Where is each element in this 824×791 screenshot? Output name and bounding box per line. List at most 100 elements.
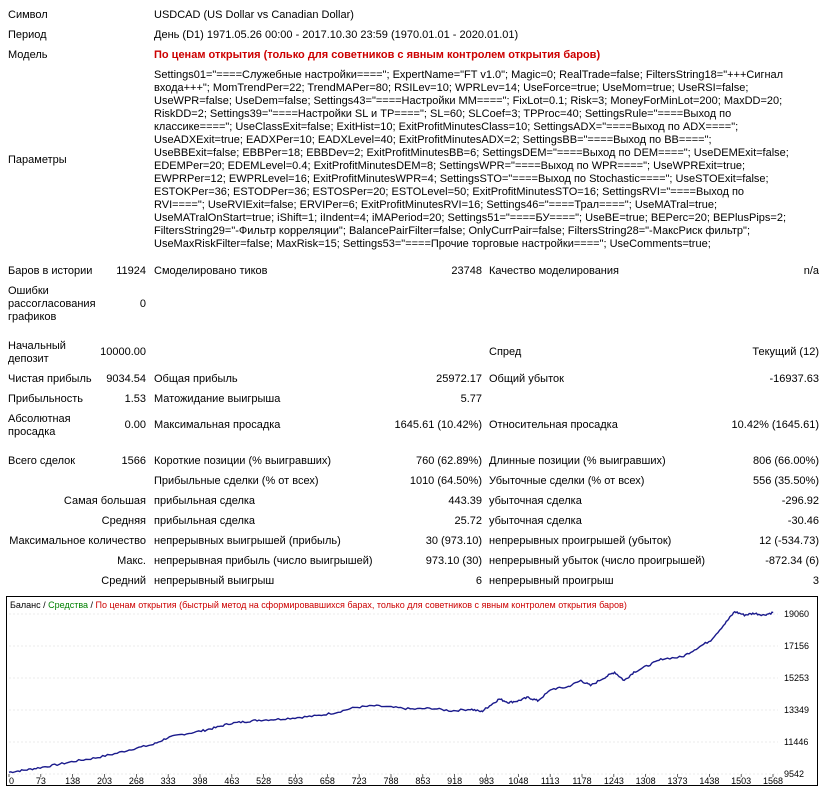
short-positions-value: 760 (62.89%) — [415, 455, 482, 467]
largest-loss-label: убыточная сделка — [489, 495, 582, 507]
balance-line — [8, 610, 774, 774]
maximal-label: Макс. — [117, 555, 146, 567]
y-tick-label: 19060 — [784, 609, 809, 619]
x-tick-label: 1373 — [667, 776, 687, 786]
average-consecutive-label: Средний — [101, 575, 146, 587]
legend-separator: / — [88, 600, 96, 610]
deposit-label-line1: Начальный — [8, 340, 66, 352]
x-tick-label: 853 — [415, 776, 430, 786]
x-tick-label: 788 — [383, 776, 398, 786]
x-tick-label: 1438 — [699, 776, 719, 786]
x-tick-label: 1178 — [572, 776, 591, 786]
x-tick-label: 203 — [97, 776, 112, 786]
net-profit-value: 9034.54 — [106, 373, 146, 385]
x-tick-label: 333 — [161, 776, 176, 786]
ticks-value: 23748 — [451, 265, 482, 277]
bars-value: 11924 — [116, 265, 146, 277]
maximal-profit-value: 973.10 (30) — [425, 555, 482, 567]
gross-profit-label: Общая прибыль — [154, 373, 238, 385]
largest-profit-value: 443.39 — [448, 495, 482, 507]
legend-balance: Баланс — [10, 600, 41, 610]
y-tick-label: 17156 — [784, 641, 809, 651]
x-tick-label: 918 — [447, 776, 462, 786]
abs-drawdown-label-line1: Абсолютная — [8, 413, 71, 425]
short-positions-label: Короткие позиции (% выигравших) — [154, 455, 332, 467]
max-drawdown-label: Максимальная просадка — [154, 419, 281, 431]
errors-label-line1: Ошибки — [8, 285, 49, 297]
gross-loss-label: Общий убыток — [489, 373, 564, 385]
abs-drawdown-value: 0.00 — [124, 419, 146, 431]
chart-frame — [6, 596, 818, 786]
deposit-value: 10000.00 — [100, 346, 146, 358]
chart-legend: Баланс / Средства / По ценам открытия (б… — [10, 600, 627, 610]
y-tick-label: 13349 — [784, 705, 809, 715]
avg-losses-value: 3 — [812, 575, 819, 587]
avg-wins-label: непрерывный выигрыш — [154, 575, 275, 587]
legend-note: По ценам открытия (быстрый метод на сфор… — [96, 600, 627, 610]
quality-value: n/a — [803, 265, 819, 277]
x-tick-label: 268 — [129, 776, 144, 786]
avg-losses-label: непрерывный проигрыш — [489, 575, 614, 587]
largest-label: Самая большая — [63, 495, 146, 507]
profit-factor-value: 1.53 — [124, 393, 146, 405]
x-tick-label: 138 — [65, 776, 80, 786]
x-tick-label: 1048 — [508, 776, 528, 786]
y-tick-label: 15253 — [784, 673, 809, 683]
loss-trades-label: Убыточные сделки (% от всех) — [489, 475, 645, 487]
x-tick-label: 1243 — [604, 776, 624, 786]
period-value: День (D1) 1971.05.26 00:00 - 2017.10.30 … — [154, 29, 519, 41]
max-drawdown-value: 1645.61 (10.42%) — [394, 419, 482, 431]
bars-label: Баров в истории — [8, 265, 93, 277]
model-label: Модель — [8, 49, 48, 61]
y-tick-label: 11446 — [784, 737, 808, 747]
quality-label: Качество моделирования — [489, 265, 619, 277]
x-tick-label: 1503 — [731, 776, 751, 786]
spread-label: Спред — [489, 346, 522, 358]
x-tick-label: 723 — [352, 776, 367, 786]
maximal-loss-value: -872.34 (6) — [765, 555, 819, 567]
model-value: По ценам открытия (только для советников… — [154, 49, 601, 61]
average-loss-label: убыточная сделка — [489, 515, 582, 527]
avg-wins-value: 6 — [475, 575, 482, 587]
maximal-loss-label: непрерывный убыток (число проигрышей) — [489, 555, 706, 567]
max-consecutive-label: Максимальное количество — [9, 535, 146, 547]
average-profit-label: прибыльная сделка — [154, 515, 256, 527]
largest-profit-label: прибыльная сделка — [154, 495, 256, 507]
gross-profit-value: 25972.17 — [436, 373, 482, 385]
legend-separator: / — [41, 600, 49, 610]
average-profit-value: 25.72 — [454, 515, 482, 527]
max-losses-label: непрерывных проигрышей (убыток) — [489, 535, 672, 547]
errors-label-line3: графиков — [8, 311, 57, 323]
largest-loss-value: -296.92 — [781, 495, 819, 507]
max-losses-value: 12 (-534.73) — [759, 535, 819, 547]
x-tick-label: 593 — [288, 776, 303, 786]
deposit-label-line2: депозит — [8, 353, 49, 365]
x-tick-label: 73 — [36, 776, 46, 786]
abs-drawdown-label-line2: просадка — [8, 426, 56, 438]
x-tick-label: 528 — [256, 776, 271, 786]
x-tick-label: 658 — [320, 776, 335, 786]
x-tick-label: 1113 — [541, 776, 560, 786]
ticks-label: Смоделировано тиков — [154, 265, 268, 277]
net-profit-label: Чистая прибыль — [8, 373, 92, 385]
payoff-label: Матожидание выигрыша — [154, 393, 281, 405]
profit-trades-value: 1010 (64.50%) — [409, 475, 482, 487]
total-trades-value: 1566 — [121, 455, 146, 467]
max-wins-value: 30 (973.10) — [425, 535, 482, 547]
average-label: Средняя — [101, 515, 146, 527]
x-tick-label: 1568 — [763, 776, 783, 786]
total-trades-label: Всего сделок — [8, 455, 76, 467]
long-positions-label: Длинные позиции (% выигравших) — [489, 455, 666, 467]
x-tick-label: 0 — [9, 776, 14, 786]
rel-drawdown-label: Относительная просадка — [489, 419, 618, 431]
x-tick-label: 1308 — [636, 776, 656, 786]
symbol-label: Символ — [8, 9, 48, 21]
x-tick-label: 398 — [192, 776, 207, 786]
average-loss-value: -30.46 — [787, 515, 819, 527]
balance-chart: Баланс / Средства / По ценам открытия (б… — [6, 596, 818, 786]
profit-trades-label: Прибыльные сделки (% от всех) — [154, 475, 319, 487]
period-label: Период — [8, 29, 47, 41]
params-value: Settings01="====Служебные настройки===="… — [154, 69, 789, 250]
y-tick-label: 9542 — [784, 769, 804, 779]
errors-label-line2: рассогласования — [8, 298, 96, 310]
